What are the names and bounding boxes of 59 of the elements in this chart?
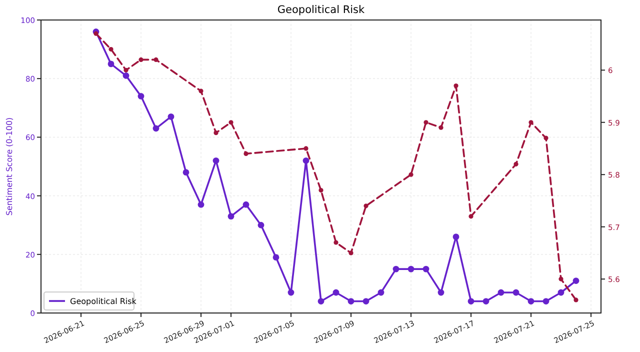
point <box>168 113 174 120</box>
point <box>244 151 248 156</box>
point <box>498 289 504 296</box>
point <box>122 72 130 79</box>
point <box>348 250 354 256</box>
chart-title: Geopolitical Risk <box>277 4 366 16</box>
point <box>468 214 474 219</box>
point <box>454 84 458 88</box>
point <box>574 298 578 302</box>
point <box>304 146 308 151</box>
point <box>212 157 220 164</box>
point <box>108 60 114 68</box>
legend-label: Geopolitical Risk <box>70 297 137 306</box>
point <box>512 289 520 296</box>
point <box>272 254 280 261</box>
point <box>198 201 204 208</box>
point <box>482 298 490 304</box>
point <box>438 289 444 296</box>
point <box>138 92 144 100</box>
point <box>332 289 340 296</box>
y-axis-title: Sentiment Score (0-100) <box>5 117 14 216</box>
point <box>348 298 354 304</box>
point <box>198 88 204 94</box>
point <box>544 136 548 140</box>
point <box>214 130 218 136</box>
point <box>542 298 550 304</box>
point <box>302 157 310 164</box>
point <box>152 125 160 132</box>
point <box>364 204 368 208</box>
point <box>378 289 384 296</box>
point <box>318 188 324 193</box>
point <box>334 240 338 245</box>
point <box>468 298 474 304</box>
point <box>392 266 400 272</box>
point <box>408 172 414 177</box>
point <box>452 234 460 240</box>
point <box>318 298 324 304</box>
point <box>422 266 430 272</box>
point <box>138 57 144 62</box>
point <box>258 222 264 228</box>
point <box>94 31 98 36</box>
point <box>154 57 158 62</box>
point <box>528 120 534 125</box>
point <box>182 169 190 176</box>
point <box>558 289 564 296</box>
point <box>558 276 564 282</box>
point <box>438 125 444 130</box>
point <box>408 266 414 272</box>
point <box>362 298 370 304</box>
point <box>108 46 114 52</box>
point <box>424 120 428 125</box>
point <box>242 201 250 208</box>
point <box>228 120 234 125</box>
point <box>288 289 294 296</box>
point <box>514 162 518 166</box>
point <box>572 278 580 284</box>
point <box>528 298 534 304</box>
point <box>228 213 234 220</box>
point <box>124 68 128 72</box>
